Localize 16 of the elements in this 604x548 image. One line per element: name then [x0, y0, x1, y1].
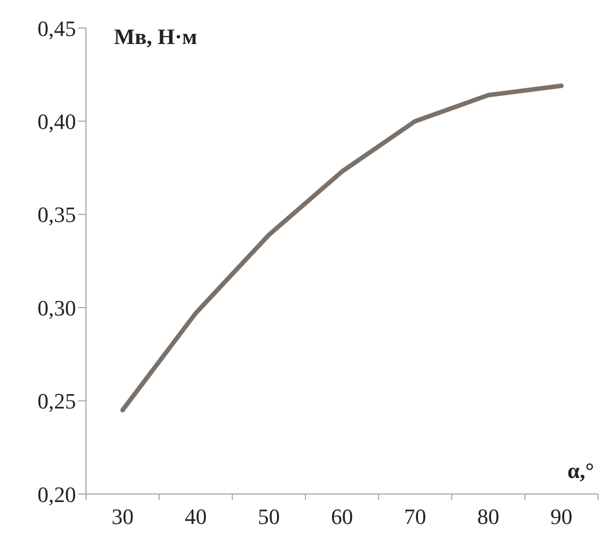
- y-axis-title: Мв, Н·м: [114, 24, 198, 49]
- x-tick-label: 60: [331, 504, 353, 529]
- y-tick-label: 0,35: [38, 202, 76, 228]
- x-tick-label: 70: [404, 504, 426, 529]
- y-tick-label: 0,20: [38, 482, 76, 507]
- x-tick-label: 80: [477, 504, 500, 529]
- y-tick-label: 0,45: [38, 16, 76, 41]
- x-tick-label: 90: [550, 504, 572, 529]
- x-tick-label: 50: [258, 504, 280, 529]
- x-tick-label: 30: [112, 504, 134, 529]
- y-tick-label: 0,30: [38, 295, 76, 320]
- y-tick-label: 0,25: [38, 388, 76, 414]
- x-tick-label: 40: [184, 504, 207, 529]
- line-series: [120, 84, 564, 412]
- x-axis-title: α,°: [567, 458, 594, 483]
- y-tick-label: 0,40: [38, 109, 76, 134]
